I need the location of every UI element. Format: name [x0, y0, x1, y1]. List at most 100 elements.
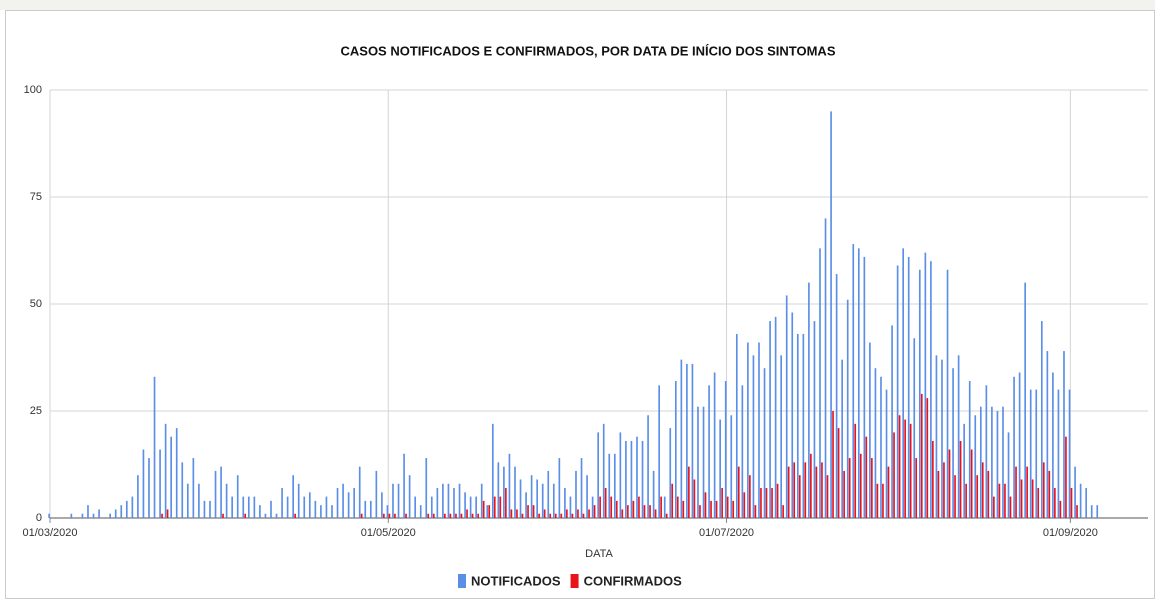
header-band — [0, 0, 1155, 10]
bar — [1004, 483, 1006, 518]
bar — [965, 483, 967, 518]
bar — [726, 496, 729, 518]
bar — [364, 500, 367, 518]
chart-title: CASOS NOTIFICADOS E CONFIRMADOS, POR DAT… — [341, 43, 836, 58]
bar — [837, 428, 840, 518]
bar — [560, 513, 563, 518]
bar — [558, 458, 561, 518]
bar — [987, 470, 990, 518]
bar — [835, 274, 838, 518]
bar — [920, 393, 923, 518]
y-tick-label: 0 — [36, 512, 42, 524]
bar — [192, 458, 195, 518]
bar — [460, 513, 463, 518]
bar — [680, 359, 683, 518]
bar — [394, 513, 396, 518]
bar — [577, 509, 579, 518]
bar — [758, 342, 760, 518]
bar — [760, 488, 762, 518]
bar — [137, 475, 139, 518]
bar — [959, 440, 962, 518]
bar — [458, 483, 461, 518]
bar — [1076, 505, 1078, 518]
bar — [981, 462, 984, 518]
bar — [405, 513, 407, 518]
bar — [516, 509, 518, 518]
bar — [636, 436, 638, 518]
bar — [1018, 372, 1021, 518]
bar — [442, 483, 444, 518]
bar — [547, 470, 550, 518]
bar — [743, 492, 746, 518]
bar — [669, 428, 672, 518]
bar — [98, 509, 100, 518]
bar — [244, 513, 247, 518]
bar — [455, 513, 457, 518]
bar — [721, 488, 723, 518]
bar — [536, 479, 538, 518]
x-tick-label: 01/07/2020 — [699, 527, 754, 539]
bar — [247, 496, 250, 518]
bar — [641, 440, 644, 518]
bar — [957, 355, 960, 518]
bar — [425, 458, 428, 518]
bar — [503, 466, 505, 518]
bar — [918, 269, 921, 518]
bar — [532, 505, 535, 518]
bar — [608, 453, 611, 518]
bar — [549, 513, 552, 518]
bar — [1074, 466, 1076, 518]
bar — [724, 381, 727, 518]
bar — [142, 449, 145, 518]
bar — [713, 372, 716, 518]
bar — [893, 432, 895, 518]
bar — [948, 449, 951, 518]
bar — [898, 415, 901, 518]
bar — [125, 500, 128, 518]
bar — [998, 483, 1001, 518]
bar — [852, 244, 855, 518]
bar — [654, 509, 657, 518]
bar — [663, 496, 666, 518]
bar — [602, 423, 605, 518]
bar — [815, 466, 818, 518]
bar — [693, 479, 696, 518]
bar — [787, 466, 790, 518]
bar — [70, 513, 73, 518]
bar — [857, 248, 860, 519]
bar — [715, 500, 718, 518]
bar — [253, 496, 256, 518]
bar — [1031, 479, 1034, 518]
bar — [209, 500, 211, 518]
bar — [120, 505, 123, 518]
bar — [1090, 505, 1093, 518]
bar — [491, 423, 494, 518]
bar — [793, 462, 796, 518]
bar — [453, 488, 455, 518]
bar — [671, 483, 674, 518]
bar — [320, 505, 322, 518]
bar — [571, 513, 574, 518]
bar — [798, 475, 801, 518]
bar — [575, 470, 577, 518]
bar — [621, 509, 624, 518]
bar — [630, 440, 633, 518]
bar — [660, 496, 662, 518]
bar — [308, 492, 311, 518]
bar — [427, 513, 430, 518]
bar — [802, 333, 805, 518]
bar — [264, 513, 267, 518]
bar — [436, 488, 439, 518]
bar — [747, 342, 749, 518]
bar — [1009, 496, 1012, 518]
bar — [1013, 376, 1015, 518]
bar — [926, 398, 929, 518]
bar — [214, 470, 217, 518]
bar — [619, 432, 622, 518]
bar — [737, 466, 740, 518]
bar — [625, 440, 627, 518]
bar — [554, 513, 557, 518]
bar — [874, 368, 877, 518]
bar — [632, 500, 635, 518]
legend-swatch — [570, 574, 579, 588]
